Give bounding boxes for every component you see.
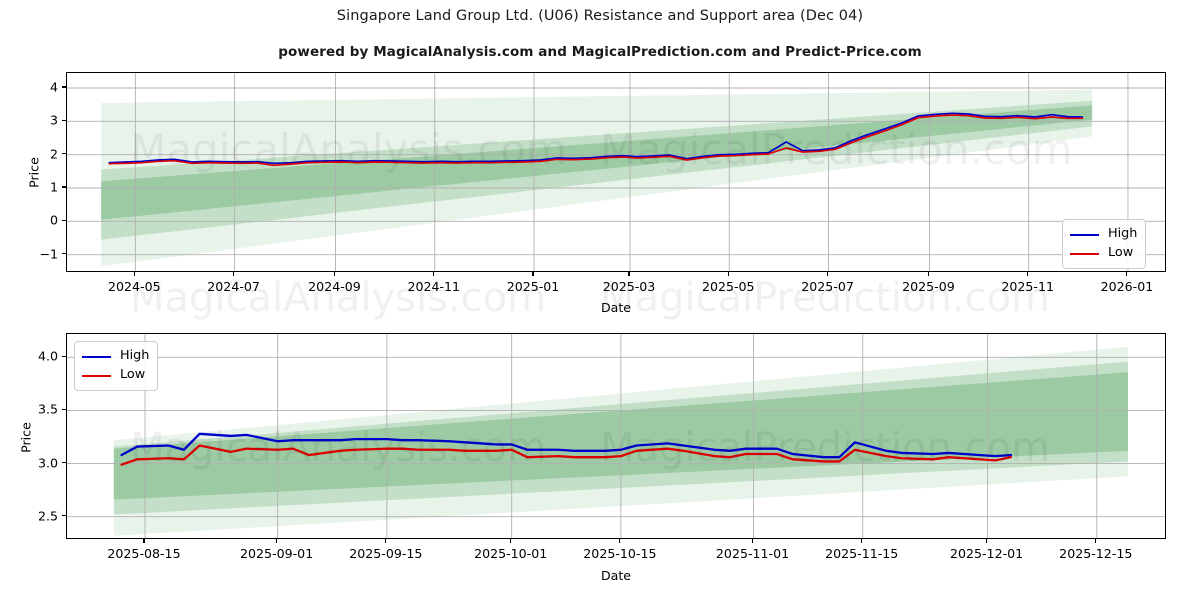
x-axis-tick-mark — [333, 272, 336, 276]
legend-item[interactable]: High — [1070, 225, 1137, 244]
y-axis-tick-mark — [62, 253, 66, 255]
y-axis-tick-mark — [62, 461, 66, 464]
overview-y-axis-label: Price — [26, 157, 42, 188]
x-axis-tick-mark — [1027, 272, 1029, 276]
legend-item[interactable]: High — [82, 347, 149, 366]
zoom-x-axis-label: Date — [600, 568, 632, 583]
x-axis-tick-mark — [532, 272, 534, 276]
y-axis-tick-label: 3 — [49, 112, 58, 128]
y-axis-tick-label: 2 — [49, 146, 58, 162]
legend-item[interactable]: Low — [82, 366, 149, 385]
legend-line-swatch — [82, 374, 111, 377]
x-axis-tick-mark — [826, 272, 829, 276]
legend-item[interactable]: Low — [1070, 244, 1137, 263]
x-axis-tick-label: 2026-01 — [1100, 279, 1154, 294]
zoom-y-axis-label: Price — [18, 422, 34, 453]
zoom-chart-plot-area — [66, 333, 1166, 539]
x-axis-tick-mark — [276, 539, 278, 543]
y-axis-tick-label: 0 — [49, 212, 58, 228]
y-axis-tick-label: 1 — [49, 179, 58, 195]
x-axis-tick-label: 2025-12-01 — [949, 546, 1024, 561]
zoom-chart-legend[interactable]: High Low — [74, 341, 159, 391]
y-axis-tick-mark — [62, 219, 66, 221]
x-axis-tick-label: 2025-11-15 — [825, 546, 899, 561]
x-axis-tick-mark — [143, 539, 145, 543]
y-axis-tick-mark — [62, 119, 66, 121]
x-axis-tick-mark — [133, 272, 135, 276]
legend-line-swatch — [1070, 233, 1099, 236]
x-axis-tick-mark — [385, 539, 387, 543]
x-axis-tick-mark — [628, 272, 630, 276]
x-axis-tick-mark — [1095, 539, 1097, 543]
y-axis-tick-mark — [62, 86, 66, 88]
legend-item-label: High — [1108, 226, 1138, 242]
y-axis-tick-mark — [62, 408, 66, 411]
legend-line-swatch — [1070, 252, 1099, 255]
x-axis-tick-mark — [233, 272, 235, 276]
y-axis-tick-label: 3.5 — [37, 401, 58, 417]
x-axis-tick-mark — [433, 272, 435, 276]
x-axis-tick-mark — [927, 272, 929, 276]
x-axis-tick-label: 2025-11 — [1001, 279, 1054, 294]
x-axis-tick-mark — [861, 539, 863, 543]
page-subtitle: powered by MagicalAnalysis.com and Magic… — [278, 44, 922, 60]
legend-item-label: Low — [1108, 245, 1134, 261]
x-axis-tick-label: 2024-11 — [407, 279, 461, 294]
y-axis-tick-mark — [62, 186, 66, 188]
x-axis-tick-mark — [986, 539, 988, 543]
y-axis-tick-label: 4 — [49, 79, 58, 95]
y-axis-tick-mark — [62, 515, 66, 517]
y-axis-tick-mark — [62, 153, 66, 155]
x-axis-tick-label: 2025-01 — [506, 279, 560, 294]
legend-item-label: Low — [120, 367, 146, 383]
legend-item-label: High — [120, 348, 150, 364]
x-axis-tick-mark — [1126, 272, 1128, 276]
x-axis-tick-label: 2025-09-15 — [349, 546, 423, 561]
y-axis-tick-label: 4.0 — [37, 348, 58, 364]
x-axis-tick-label: 2025-09 — [902, 279, 955, 294]
overview-chart-plot-area — [66, 72, 1166, 272]
x-axis-tick-label: 2024-09 — [308, 279, 361, 294]
x-axis-tick-label: 2025-12-15 — [1059, 546, 1133, 561]
x-axis-tick-mark — [727, 272, 729, 276]
x-axis-tick-label: 2025-10-01 — [474, 546, 548, 561]
x-axis-tick-mark — [510, 539, 512, 543]
x-axis-tick-label: 2025-08-15 — [107, 546, 181, 561]
y-axis-tick-label: −1 — [39, 246, 58, 262]
y-axis-tick-mark — [62, 355, 66, 357]
x-axis-tick-label: 2024-07 — [207, 279, 260, 294]
x-axis-tick-label: 2025-10-15 — [583, 546, 657, 561]
x-axis-tick-label: 2024-05 — [108, 279, 161, 294]
overview-chart-legend[interactable]: High Low — [1062, 219, 1147, 269]
x-axis-tick-label: 2025-09-01 — [240, 546, 314, 561]
x-axis-tick-mark — [619, 539, 621, 543]
page-title: Singapore Land Group Ltd. (U06) Resistan… — [336, 8, 864, 24]
x-axis-tick-label: 2025-03 — [602, 279, 656, 294]
x-axis-tick-label: 2025-05 — [701, 279, 755, 294]
x-axis-tick-mark — [751, 539, 754, 543]
overview-x-axis-label: Date — [600, 300, 632, 315]
x-axis-tick-label: 2025-11-01 — [715, 546, 790, 561]
y-axis-tick-label: 2.5 — [37, 508, 58, 524]
x-axis-tick-label: 2025-07 — [801, 279, 854, 294]
legend-line-swatch — [82, 355, 111, 358]
y-axis-tick-label: 3.0 — [37, 455, 58, 471]
